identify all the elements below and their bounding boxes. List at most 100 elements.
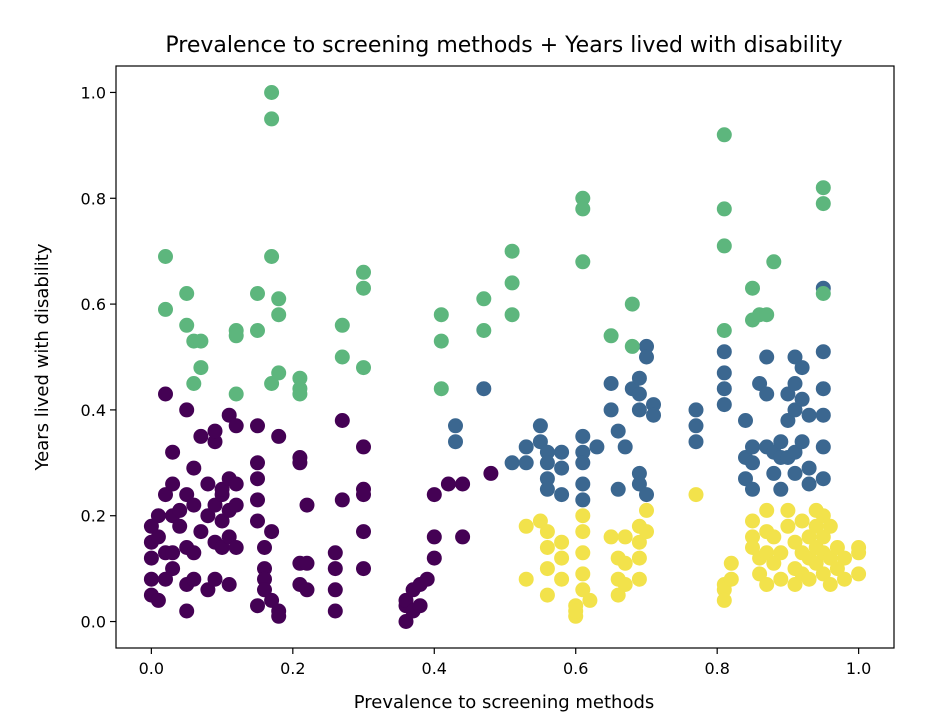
- data-point: [165, 476, 181, 492]
- data-point: [716, 381, 732, 397]
- data-point: [787, 376, 803, 391]
- data-point: [716, 201, 732, 217]
- data-point: [822, 550, 838, 566]
- data-point: [589, 439, 605, 455]
- data-point: [539, 444, 555, 460]
- data-point: [518, 571, 534, 587]
- data-point: [575, 254, 591, 270]
- data-point: [356, 561, 371, 577]
- data-point: [815, 439, 831, 455]
- data-point: [518, 455, 534, 471]
- data-point: [327, 603, 343, 619]
- data-point: [207, 423, 223, 439]
- data-point: [356, 264, 371, 280]
- data-point: [214, 481, 230, 497]
- data-point: [773, 434, 789, 450]
- data-point: [433, 381, 449, 397]
- data-point: [257, 561, 272, 577]
- data-point: [257, 582, 272, 598]
- data-point: [568, 603, 584, 619]
- data-point: [518, 518, 534, 534]
- data-point: [271, 291, 287, 307]
- data-point: [759, 545, 775, 561]
- data-point: [143, 518, 159, 534]
- data-point: [271, 307, 287, 323]
- data-point: [582, 592, 598, 608]
- data-point: [851, 545, 867, 561]
- data-point: [610, 587, 626, 603]
- data-point: [815, 180, 831, 196]
- data-point: [787, 465, 803, 481]
- data-point: [207, 434, 223, 450]
- data-point: [419, 571, 435, 587]
- data-point: [716, 344, 732, 360]
- data-point: [476, 381, 492, 397]
- data-point: [773, 481, 789, 497]
- data-point: [716, 592, 732, 608]
- data-point: [193, 360, 209, 376]
- data-point: [801, 571, 817, 587]
- data-point: [554, 571, 570, 587]
- data-point: [759, 502, 775, 518]
- data-point: [575, 524, 591, 540]
- data-point: [193, 524, 209, 540]
- data-point: [518, 439, 534, 455]
- data-point: [228, 476, 244, 492]
- data-point: [207, 497, 223, 513]
- data-point: [264, 592, 280, 608]
- y-tick-label: 1.0: [81, 83, 106, 102]
- data-point: [356, 360, 371, 376]
- data-point: [603, 376, 619, 391]
- data-point: [603, 402, 619, 418]
- data-point: [292, 370, 308, 386]
- data-point: [299, 497, 315, 513]
- data-point: [688, 434, 704, 450]
- data-point: [745, 529, 760, 545]
- data-point: [745, 481, 760, 497]
- data-point: [631, 550, 647, 566]
- data-point: [610, 481, 626, 497]
- data-point: [738, 413, 753, 428]
- data-point: [745, 439, 760, 455]
- data-point: [250, 418, 265, 434]
- data-point: [554, 460, 570, 476]
- data-point: [716, 397, 732, 413]
- data-point: [207, 571, 223, 587]
- points-layer: [143, 85, 867, 629]
- data-point: [426, 487, 442, 503]
- data-point: [815, 529, 831, 545]
- data-point: [356, 524, 371, 540]
- data-point: [504, 243, 520, 259]
- data-point: [815, 381, 831, 397]
- data-point: [575, 455, 591, 471]
- data-point: [723, 571, 739, 587]
- data-point: [646, 397, 661, 413]
- data-point: [759, 307, 775, 323]
- data-point: [554, 534, 570, 550]
- data-point: [200, 476, 216, 492]
- data-point: [228, 386, 244, 402]
- data-point: [773, 571, 789, 587]
- data-point: [575, 566, 591, 582]
- data-point: [631, 386, 647, 402]
- data-point: [214, 540, 230, 555]
- data-point: [426, 550, 442, 566]
- data-point: [766, 529, 782, 545]
- y-axis: 0.0 0.2 0.4 0.6 0.8 1.0: [81, 83, 116, 632]
- data-point: [780, 386, 796, 402]
- data-point: [179, 286, 195, 301]
- data-point: [766, 254, 782, 270]
- data-point: [815, 566, 831, 582]
- data-point: [264, 376, 280, 391]
- data-point: [200, 508, 216, 524]
- x-tick-label: 0.0: [139, 659, 164, 678]
- data-point: [150, 529, 166, 545]
- data-point: [165, 545, 181, 561]
- y-tick-label: 0.4: [81, 401, 106, 420]
- data-point: [539, 524, 555, 540]
- data-point: [808, 555, 824, 571]
- data-point: [716, 127, 732, 143]
- data-point: [837, 571, 852, 587]
- data-point: [617, 529, 633, 545]
- data-point: [186, 545, 202, 561]
